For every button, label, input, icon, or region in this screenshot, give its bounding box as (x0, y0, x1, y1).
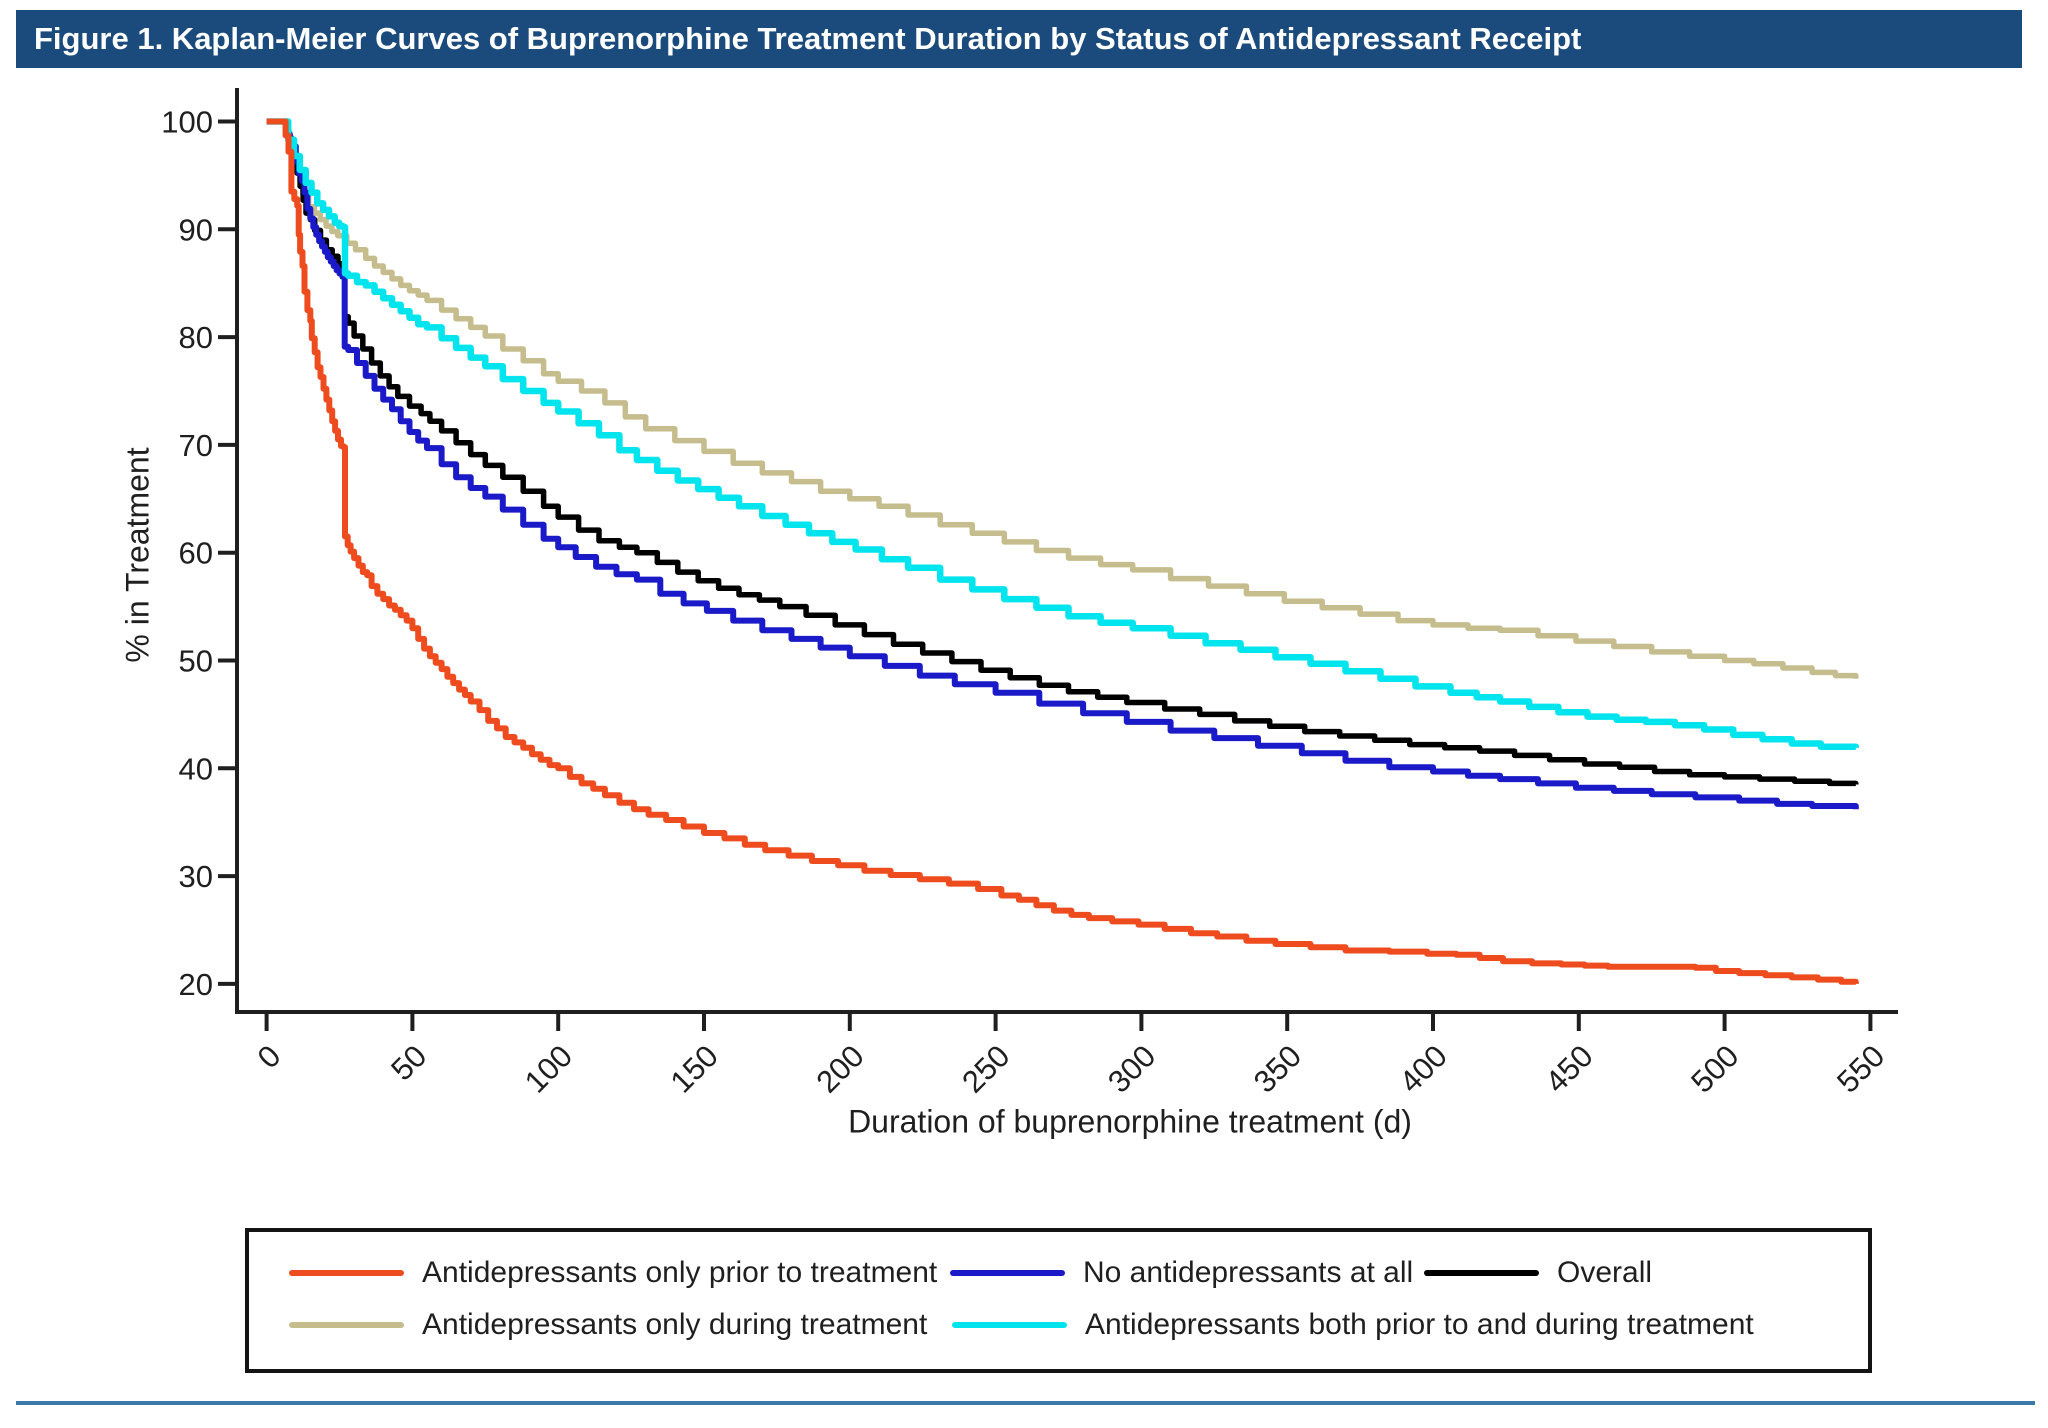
y-tick-label: 70 (179, 428, 213, 463)
legend-item-overall: Overall (1424, 1252, 1652, 1294)
legend-label-only_prior: Antidepressants only prior to treatment (422, 1256, 938, 1289)
y-tick-label: 90 (179, 212, 213, 247)
legend-item-both: Antidepressants both prior to and during… (952, 1304, 1754, 1346)
y-axis-title: % in Treatment (119, 447, 156, 663)
y-tick-label: 80 (179, 320, 213, 355)
figure-title: Figure 1. Kaplan-Meier Curves of Bupreno… (34, 21, 1582, 56)
legend-swatch-both (952, 1322, 1067, 1328)
x-axis-title: Duration of buprenorphine treatment (d) (848, 1103, 1412, 1140)
legend-label-overall: Overall (1557, 1256, 1653, 1289)
km-curve-only_prior (266, 118, 1859, 985)
x-tick-label: 100 (518, 1038, 579, 1099)
x-tick-label: 200 (809, 1038, 870, 1099)
x-tick-label: 250 (955, 1038, 1016, 1099)
legend-label-no_antidepressants: No antidepressants at all (1083, 1256, 1414, 1289)
x-tick-label: 50 (384, 1038, 433, 1087)
legend-item-only_prior: Antidepressants only prior to treatment (289, 1252, 937, 1294)
x-tick-label: 0 (251, 1038, 288, 1075)
y-tick-label: 100 (161, 105, 213, 140)
x-tick-label: 300 (1101, 1038, 1162, 1099)
legend-swatch-only_during (289, 1322, 404, 1328)
legend-item-no_antidepressants: No antidepressants at all (950, 1252, 1413, 1294)
km-curve-both (266, 118, 1860, 750)
legend-swatch-no_antidepressants (950, 1270, 1065, 1276)
y-tick-label: 50 (179, 644, 213, 679)
legend-swatch-overall (1424, 1270, 1539, 1276)
km-curve-overall (266, 118, 1859, 787)
x-tick-label: 350 (1247, 1038, 1308, 1099)
km-curve-only_during (266, 118, 1859, 679)
y-tick-label: 30 (179, 859, 213, 894)
legend-item-only_during: Antidepressants only during treatment (289, 1304, 927, 1346)
legend-swatch-only_prior (289, 1270, 404, 1276)
x-tick-label: 500 (1684, 1038, 1745, 1099)
figure-title-bar: Figure 1. Kaplan-Meier Curves of Bupreno… (16, 10, 2022, 68)
y-tick-label: 60 (179, 536, 213, 571)
footer-rule (16, 1401, 2035, 1405)
y-tick-label: 20 (179, 967, 213, 1002)
legend-label-both: Antidepressants both prior to and during… (1085, 1308, 1754, 1341)
x-tick-label: 400 (1393, 1038, 1454, 1099)
y-tick-label: 40 (179, 751, 213, 786)
x-tick-label: 150 (664, 1038, 725, 1099)
x-tick-label: 450 (1538, 1038, 1599, 1099)
legend-label-only_during: Antidepressants only during treatment (422, 1308, 928, 1341)
x-tick-label: 550 (1830, 1038, 1891, 1099)
km-curve-no_antidepressants (266, 118, 1859, 810)
legend-box (245, 1228, 1872, 1373)
